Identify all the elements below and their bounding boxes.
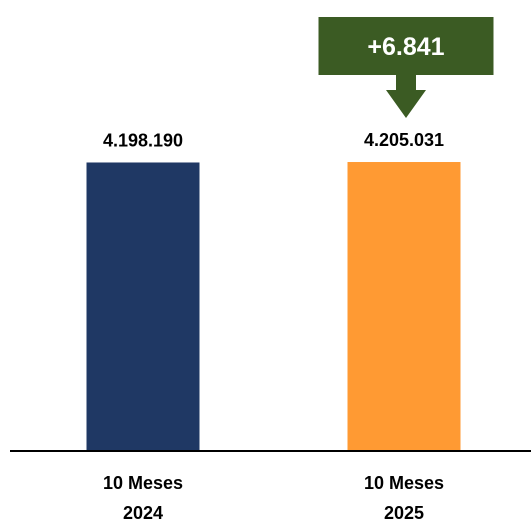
x-tick-label-0-line-0: 10 Meses (103, 473, 183, 493)
bar-1 (347, 162, 461, 451)
annotation-callout (318, 17, 494, 118)
data-label-0: 4.198.190 (103, 130, 183, 150)
annotation-text: +6.841 (367, 33, 444, 61)
data-label-1: 4.205.031 (364, 130, 444, 150)
x-tick-label-0-line-1: 2024 (123, 503, 163, 520)
bar-0 (86, 162, 200, 451)
x-tick-label-1-line-0: 10 Meses (364, 473, 444, 493)
x-tick-label-1-line-1: 2025 (384, 503, 424, 520)
